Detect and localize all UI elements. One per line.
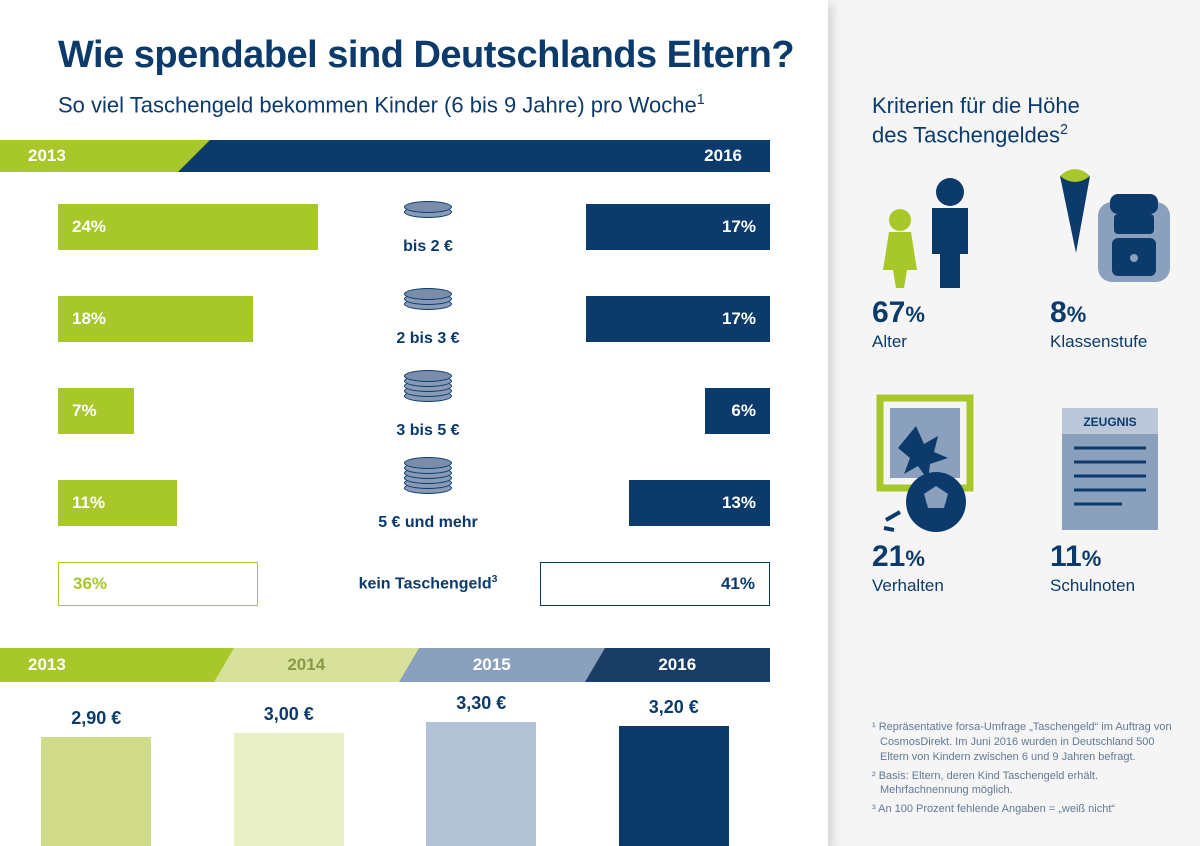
side-title: Kriterien für die Höhe des Taschengeldes… <box>872 92 1080 150</box>
yearly-average-strip: 2013201420152016 2,90 € 3,00 € 3,30 € 3,20 … <box>0 648 770 846</box>
subtitle-sup: 1 <box>697 92 705 108</box>
criterion-grade: 8% Klassenstufe <box>1050 296 1200 352</box>
coins-icon <box>393 285 463 330</box>
bar-row-label: 2 bis 3 € <box>58 330 798 348</box>
footnote-3: ³ An 100 Prozent fehlende Angaben = „wei… <box>872 802 1172 817</box>
page-subtitle: So viel Taschengeld bekommen Kinder (6 b… <box>58 92 705 118</box>
criterion-grades-label: Schulnoten <box>1050 576 1200 596</box>
criterion-icon-grades: ZEUGNIS <box>1044 398 1174 538</box>
bar-row-label: 5 € und mehr <box>58 514 798 532</box>
year-bar <box>619 726 729 846</box>
bar-row: 11%13%5 € und mehr <box>58 474 798 534</box>
side-title-sup: 2 <box>1060 122 1068 138</box>
year-bar <box>234 733 344 846</box>
year-header: 2015 <box>399 648 585 682</box>
criterion-age: 67% Alter <box>872 296 1022 352</box>
criterion-behavior: 21% Verhalten <box>872 540 1022 596</box>
subtitle-text: So viel Taschengeld bekommen Kinder (6 b… <box>58 92 697 117</box>
criterion-icon-grade <box>1040 158 1180 293</box>
criterion-age-value: 67 <box>872 296 905 329</box>
year-bar-wrap: 3,30 € <box>385 693 578 846</box>
year-value: 3,30 € <box>456 693 506 714</box>
year-banner: 2013 2016 <box>0 140 770 172</box>
criterion-icon-age <box>872 160 1002 290</box>
page-title: Wie spendabel sind Deutschlands Eltern? <box>58 34 794 77</box>
bar-row-label: 3 bis 5 € <box>58 422 798 440</box>
year-value: 3,20 € <box>649 697 699 718</box>
criterion-grades-value: 11 <box>1050 540 1082 573</box>
yearly-header: 2013201420152016 <box>0 648 770 682</box>
year-header: 2014 <box>214 648 400 682</box>
yearly-bars: 2,90 € 3,00 € 3,30 € 3,20 € <box>0 682 770 846</box>
criterion-grade-label: Klassenstufe <box>1050 332 1200 352</box>
main-card: Wie spendabel sind Deutschlands Eltern? … <box>0 0 828 846</box>
criterion-grade-value: 8 <box>1050 296 1067 329</box>
year-bar-wrap: 3,00 € <box>193 704 386 846</box>
year-value: 2,90 € <box>71 708 121 729</box>
year-header: 2016 <box>585 648 771 682</box>
no-allowance-2016-value: 41% <box>721 574 755 594</box>
coins-icon <box>393 367 463 422</box>
year-bar <box>426 722 536 846</box>
coins-icon <box>393 454 463 514</box>
no-allowance-2016: 41% <box>540 562 770 606</box>
year-left: 2013 <box>0 140 200 172</box>
year-bar-wrap: 2,90 € <box>0 708 193 846</box>
bar-row: 24%17%bis 2 € <box>58 198 798 258</box>
bar-row-label: bis 2 € <box>58 238 798 256</box>
side-title-line2: des Taschengeldes <box>872 122 1060 147</box>
no-allowance-label-sup: 3 <box>492 574 498 585</box>
year-bar-wrap: 3,20 € <box>578 697 771 846</box>
footnote-1: ¹ Repräsentative forsa-Umfrage „Tascheng… <box>872 720 1172 765</box>
criterion-age-label: Alter <box>872 332 1022 352</box>
year-header: 2013 <box>0 648 214 682</box>
side-title-line1: Kriterien für die Höhe <box>872 93 1080 118</box>
year-right: 2016 <box>210 140 770 172</box>
year-bar <box>41 737 151 846</box>
criterion-grades: 11% Schulnoten <box>1050 540 1200 596</box>
coins-icon <box>393 198 463 238</box>
year-value: 3,00 € <box>264 704 314 725</box>
criterion-behavior-label: Verhalten <box>872 576 1022 596</box>
infographic-container: Wie spendabel sind Deutschlands Eltern? … <box>0 0 1200 846</box>
footnotes: ¹ Repräsentative forsa-Umfrage „Tascheng… <box>872 720 1172 821</box>
criterion-icon-behavior <box>866 390 1016 535</box>
criterion-behavior-value: 21 <box>872 540 905 573</box>
bar-row: 18%17%2 bis 3 € <box>58 290 798 350</box>
footnote-2: ² Basis: Eltern, deren Kind Taschengeld … <box>872 769 1172 799</box>
bar-row: 7%6%3 bis 5 € <box>58 382 798 442</box>
row-no-allowance: 36% kein Taschengeld3 41% <box>58 562 798 608</box>
svg-text:ZEUGNIS: ZEUGNIS <box>1083 415 1136 429</box>
no-allowance-label-text: kein Taschengeld <box>359 575 492 592</box>
